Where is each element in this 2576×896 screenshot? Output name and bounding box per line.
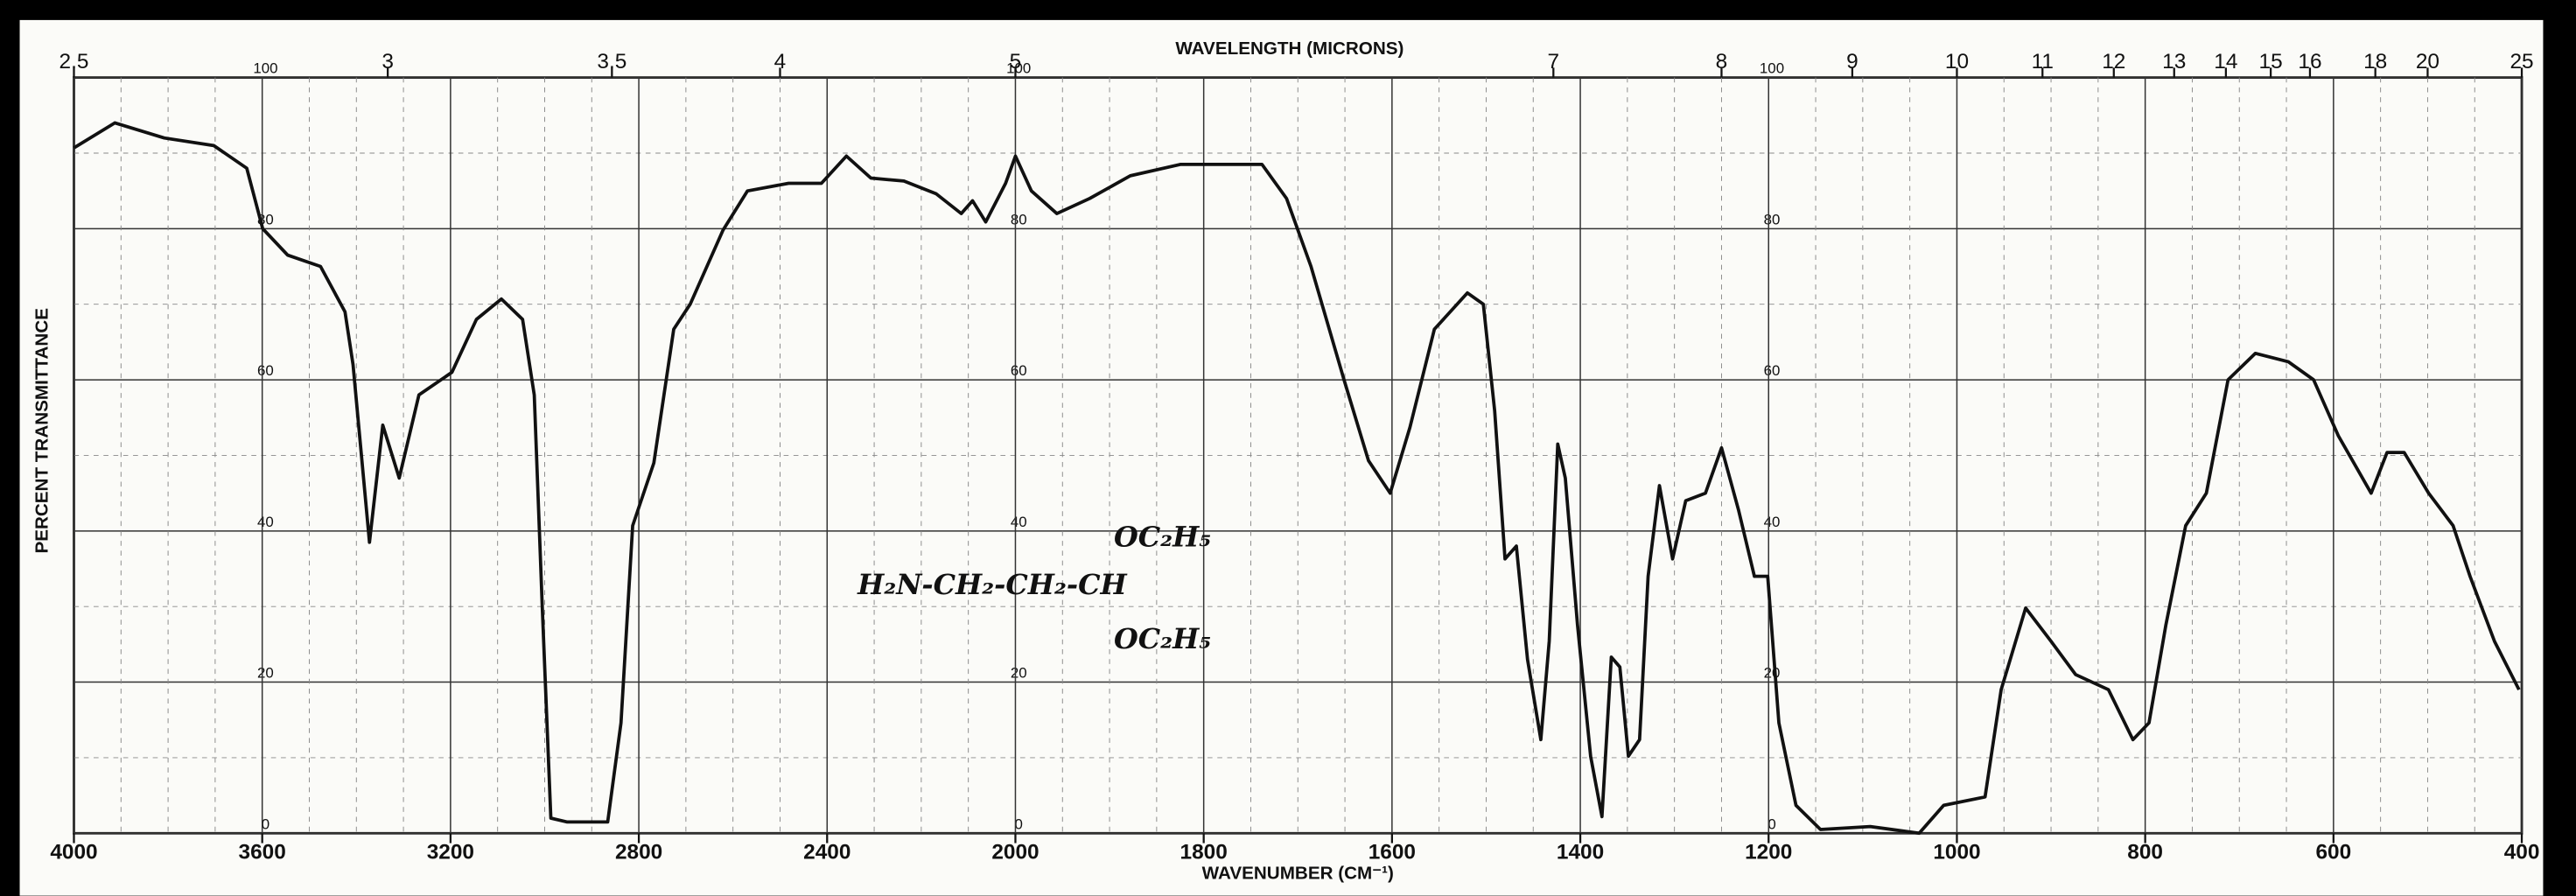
y-tick-label: 0	[262, 816, 270, 832]
y-tick-label: 20	[1764, 665, 1781, 682]
y-axis-label: PERCENT TRANSMITTANCE	[32, 308, 52, 554]
y-tick-label: 20	[257, 665, 274, 682]
y-tick-label: 40	[257, 514, 274, 530]
x2-tick-label: 2.5	[60, 50, 89, 74]
x2-tick-label: 8	[1716, 50, 1728, 74]
x2-tick-label: 3.5	[597, 50, 626, 74]
y-tick-label: 0	[1768, 816, 1775, 832]
plot-area	[73, 121, 2521, 836]
x-tick-label: 1000	[1933, 840, 1980, 864]
x2-tick-label: 12	[2102, 50, 2125, 74]
y-tick-label: 100	[1760, 60, 1784, 77]
y-tick-label: 60	[257, 362, 274, 379]
x-tick-label: 1400	[1557, 840, 1604, 864]
y-tick-label: 80	[1011, 211, 1027, 228]
x-tick-label: 3200	[427, 840, 474, 864]
x-tick-label: 3600	[239, 840, 286, 864]
x2-tick-label: 10	[1945, 50, 1969, 74]
chart-paper	[19, 19, 2544, 896]
x2-tick-label: 11	[2032, 50, 2054, 74]
x-tick-label: 2000	[991, 840, 1039, 864]
x2-tick-label: 9	[1846, 50, 1858, 74]
x-tick-label: 1800	[1180, 840, 1228, 864]
x2-tick-label: 16	[2298, 50, 2321, 74]
y-tick-label: 60	[1011, 362, 1027, 379]
x2-tick-label: 13	[2162, 50, 2186, 74]
x2-tick-label: 4	[774, 50, 787, 74]
y-tick-label: 80	[1764, 211, 1781, 228]
x2-tick-label: 20	[2416, 50, 2440, 74]
y-tick-label: 20	[1011, 665, 1027, 682]
x-tick-label: 1600	[1368, 840, 1416, 864]
x2-tick-label: 7	[1548, 50, 1560, 74]
y-tick-label: 40	[1764, 514, 1781, 530]
chart-title: WAVELENGTH (MICRONS)	[1175, 38, 1404, 59]
y-tick-label: 0	[1015, 816, 1023, 832]
x-tick-label: 400	[2504, 840, 2540, 864]
annotation: H₂N-CH₂-CH₂-CH	[857, 568, 1127, 601]
x2-tick-label: 25	[2510, 50, 2533, 74]
x2-tick-label: 14	[2214, 50, 2237, 74]
x-tick-label: 4000	[50, 840, 97, 864]
annotation: OC₂H₅	[1114, 622, 1211, 655]
x-axis-label: WAVENUMBER (CM⁻¹)	[1202, 864, 1394, 884]
y-tick-label: 40	[1011, 514, 1027, 530]
spectrum-line	[73, 121, 2521, 836]
x2-tick-label: 5	[1010, 50, 1022, 74]
annotation: OC₂H₅	[1114, 521, 1211, 554]
y-tick-label: 100	[1006, 60, 1031, 77]
x-tick-label: 2400	[803, 840, 850, 864]
x2-tick-label: 18	[2363, 50, 2387, 74]
x-tick-label: 1200	[1745, 840, 1792, 864]
y-tick-label: 60	[1764, 362, 1781, 379]
y-tick-label: 100	[253, 60, 277, 77]
x-tick-label: 600	[2315, 840, 2351, 864]
x-tick-label: 800	[2127, 840, 2163, 864]
x2-tick-label: 3	[382, 50, 394, 74]
x2-tick-label: 15	[2259, 50, 2283, 74]
x-tick-label: 2800	[615, 840, 662, 864]
